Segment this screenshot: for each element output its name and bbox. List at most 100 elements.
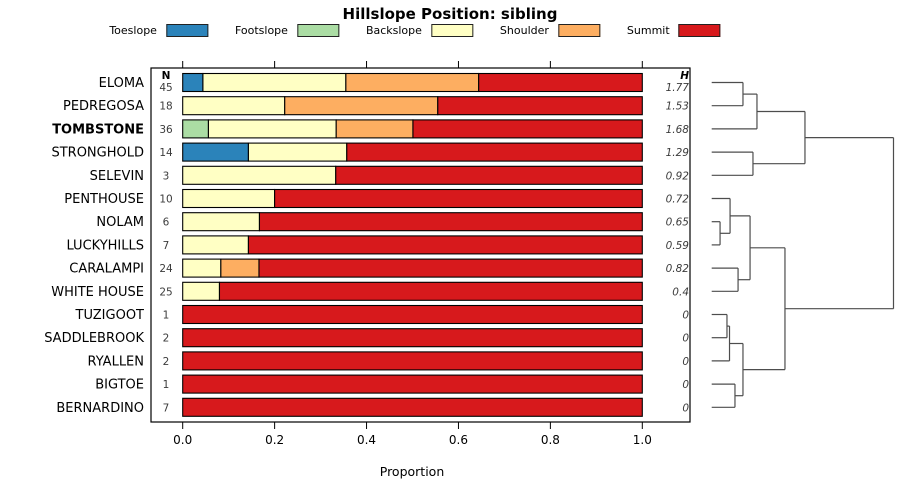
bar-segment-summit <box>182 351 643 371</box>
bar-segment-summit <box>182 397 643 417</box>
legend-swatch <box>165 24 208 37</box>
bar-segment-summit <box>218 281 643 301</box>
legend: Toeslope Footslope Backslope Shoulder Summit <box>109 24 721 37</box>
bar-segment-backslope <box>182 212 261 232</box>
site-label: SELEVIN <box>90 169 144 184</box>
legend-swatch <box>296 24 339 37</box>
bar-segment-shoulder <box>220 258 260 278</box>
site-label: RYALLEN <box>88 354 144 369</box>
h-value: 0.65 <box>666 217 690 229</box>
bar-segment-summit <box>335 165 643 185</box>
site-label: TOMBSTONE <box>52 122 144 137</box>
n-value: 24 <box>159 263 173 275</box>
h-value: 0 <box>682 402 689 414</box>
legend-label: Shoulder <box>499 24 549 37</box>
bar-segment-shoulder <box>284 96 439 116</box>
site-label: LUCKYHILLS <box>66 238 144 253</box>
h-value: 0.82 <box>666 263 690 275</box>
x-tick-label: 0.4 <box>357 433 376 447</box>
bar-segment-backslope <box>182 258 222 278</box>
legend-item: Shoulder <box>500 24 600 37</box>
legend-item: Backslope <box>366 24 473 37</box>
h-column-header: H <box>680 70 689 82</box>
bar-segment-shoulder <box>345 72 480 93</box>
n-value: 45 <box>159 82 172 94</box>
bar-segment-summit <box>258 258 643 278</box>
legend-label: Backslope <box>365 24 422 37</box>
site-label: ELOMA <box>99 76 144 91</box>
legend-swatch <box>678 24 721 37</box>
plot-box <box>150 67 691 423</box>
x-tick-label: 1.0 <box>633 433 652 447</box>
h-value: 0.59 <box>666 240 690 252</box>
site-label: SADDLEBROOK <box>44 331 144 346</box>
site-label: TUZIGOOT <box>75 308 145 323</box>
site-label: BIGTOE <box>95 378 144 393</box>
bar-segment-backslope <box>182 165 337 185</box>
site-label: PENTHOUSE <box>64 192 144 207</box>
bar-segment-shoulder <box>335 119 414 139</box>
h-value: 0.72 <box>666 194 690 206</box>
bar-segment-summit <box>182 328 643 348</box>
n-value: 10 <box>159 194 172 206</box>
h-value: 0 <box>682 356 689 368</box>
bar-segment-backslope <box>182 188 276 209</box>
bar-segment-summit <box>182 304 643 325</box>
legend-item: Summit <box>627 24 721 37</box>
bar-segment-summit <box>412 119 643 139</box>
chart-title: Hillslope Position: sibling <box>342 5 558 23</box>
h-value: 0.92 <box>666 170 690 182</box>
site-label: CARALAMPI <box>69 262 144 277</box>
x-tick-label: 0.2 <box>265 433 284 447</box>
x-tick-label: 0.6 <box>449 433 468 447</box>
legend-label: Footslope <box>234 24 288 37</box>
bar-segment-backslope <box>202 72 347 93</box>
bar-segment-summit <box>247 235 643 255</box>
h-value: 0 <box>682 310 689 322</box>
bar-segment-summit <box>182 374 643 394</box>
bar-segment-summit <box>478 72 643 93</box>
n-value: 25 <box>159 286 172 298</box>
bar-segment-backslope <box>182 235 249 255</box>
legend-swatch <box>557 24 600 37</box>
legend-swatch <box>430 24 473 37</box>
x-axis-title: Proportion <box>379 464 445 479</box>
h-value: 1.68 <box>666 124 690 136</box>
n-value: 18 <box>159 101 172 113</box>
bar-segment-summit <box>274 188 643 209</box>
site-label: BERNARDINO <box>56 401 144 416</box>
site-label: STRONGHOLD <box>51 146 144 161</box>
n-value: 1 <box>163 310 170 322</box>
site-label: NOLAM <box>96 215 144 230</box>
bar-segment-summit <box>346 142 643 162</box>
n-value: 7 <box>163 240 170 252</box>
x-tick-label: 0.8 <box>541 433 560 447</box>
bar-segment-toeslope <box>182 72 204 93</box>
h-value: 0 <box>682 333 689 345</box>
x-tick-label: 0.0 <box>173 433 192 447</box>
n-value: 36 <box>159 124 173 136</box>
bar-segment-toeslope <box>182 142 249 162</box>
site-label: PEDREGOSA <box>63 99 144 114</box>
legend-label: Summit <box>626 24 670 37</box>
h-value: 1.29 <box>666 147 690 159</box>
h-value: 1.77 <box>666 82 690 94</box>
h-value: 0 <box>682 379 689 391</box>
bar-segment-footslope <box>182 119 209 139</box>
bar-segment-summit <box>258 212 643 232</box>
n-value: 1 <box>163 379 170 391</box>
legend-item: Toeslope <box>109 24 208 37</box>
n-value: 3 <box>163 170 170 182</box>
n-value: 14 <box>159 147 173 159</box>
n-column-header: N <box>162 70 171 82</box>
n-value: 7 <box>163 402 170 414</box>
h-value: 1.53 <box>666 101 689 113</box>
bar-segment-backslope <box>182 281 221 301</box>
bar-segment-backslope <box>182 96 286 116</box>
bar-segment-summit <box>437 96 643 116</box>
h-value: 0.4 <box>672 286 689 298</box>
site-label: WHITE HOUSE <box>51 285 144 300</box>
legend-item: Footslope <box>235 24 339 37</box>
